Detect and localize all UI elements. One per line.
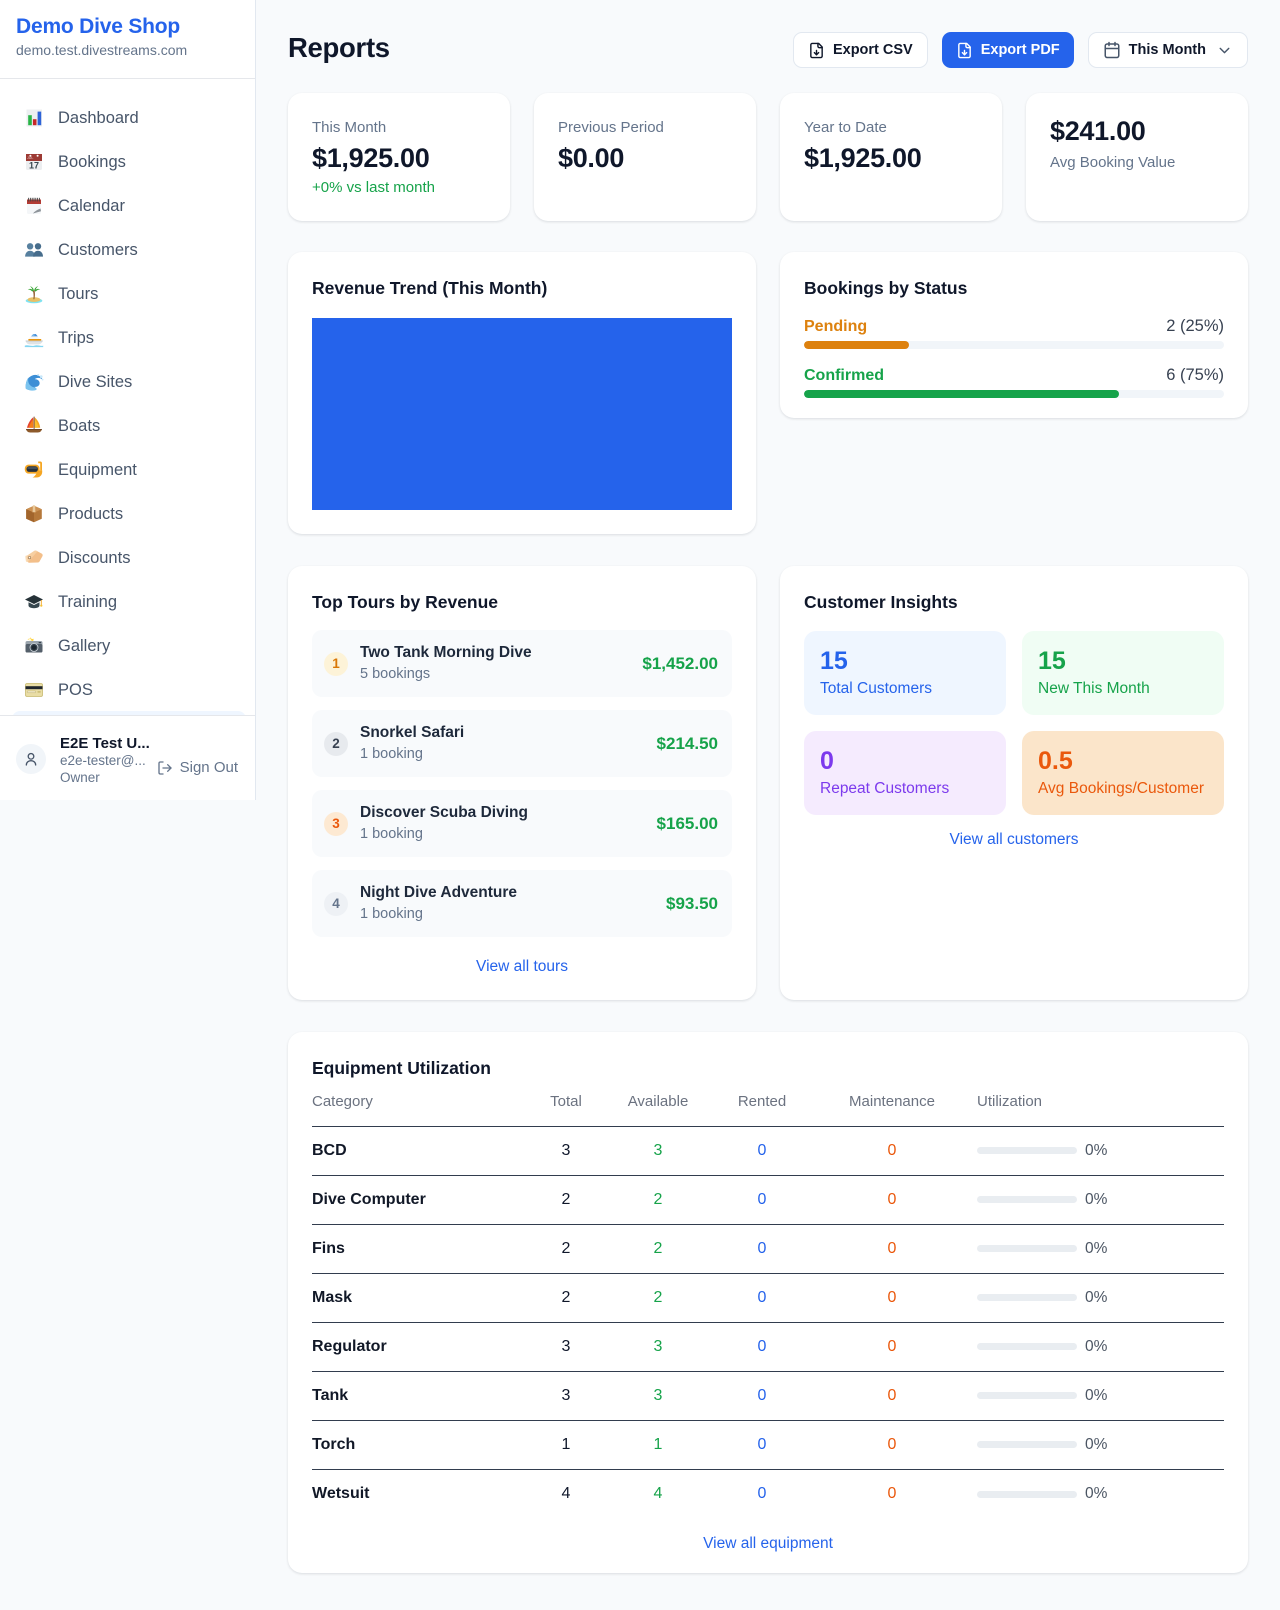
svg-text:JUL: JUL (27, 156, 33, 160)
svg-text:17: 17 (29, 160, 39, 170)
